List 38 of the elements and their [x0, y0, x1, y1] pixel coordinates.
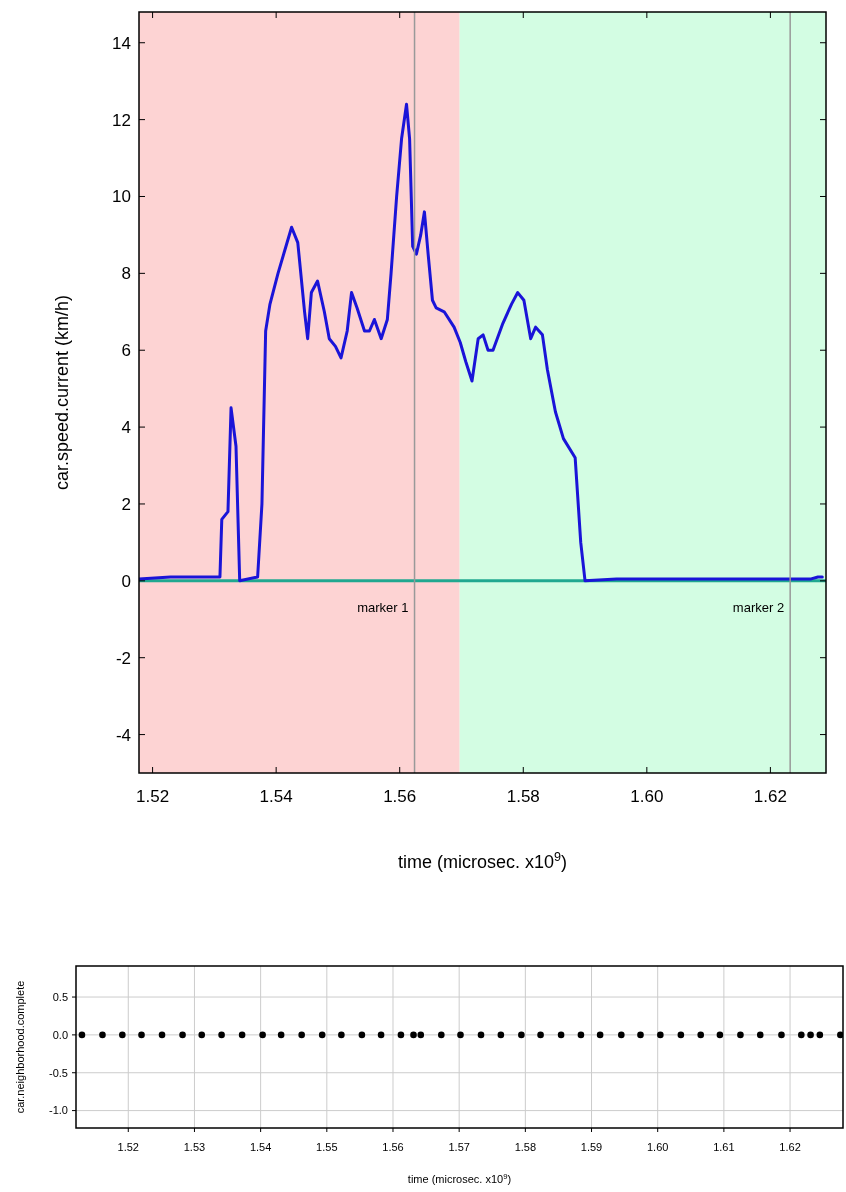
- x-tick-label: 1.61: [713, 1141, 735, 1153]
- x-tick-label: 1.60: [646, 1141, 669, 1153]
- ref-line-label: marker 1: [357, 599, 409, 615]
- x-tick-label: 1.52: [117, 1141, 139, 1153]
- x-tick-label: 1.57: [448, 1141, 470, 1153]
- y-tick-label: 12: [112, 110, 131, 130]
- x-tick-label: 1.58: [514, 1141, 537, 1153]
- y-axis-title: car.neighborhood.complete: [14, 980, 26, 1114]
- y-axis-title: car.speed.current (km/h): [52, 294, 72, 491]
- y-tick-label: 0: [121, 571, 131, 591]
- y-tick-label: 14: [112, 33, 131, 53]
- x-tick-label: 1.59: [580, 1141, 603, 1153]
- x-tick-label: 1.62: [753, 787, 787, 806]
- x-tick-label: 1.62: [779, 1141, 801, 1153]
- x-tick-label: 1.56: [382, 1141, 404, 1153]
- x-tick-label: 1.58: [506, 787, 540, 806]
- y-tick-label: -1.0: [49, 1104, 68, 1117]
- ref-line-label: marker 2: [732, 599, 785, 615]
- x-tick-label: 1.56: [383, 787, 417, 806]
- y-tick-label: 4: [121, 418, 131, 438]
- x-tick-label: 1.60: [630, 787, 664, 806]
- x-tick-label: 1.53: [183, 1141, 206, 1153]
- y-tick-label: 0.5: [52, 990, 68, 1003]
- x-tick-label: 1.55: [316, 1141, 338, 1153]
- x-axis-title: time (microsec. x10$^{9}$): [397, 850, 568, 872]
- y-tick-label: -2: [115, 648, 131, 668]
- x-tick-label: 1.54: [249, 1141, 272, 1153]
- y-tick-label: 10: [112, 187, 131, 207]
- y-tick-label: -0.5: [49, 1066, 68, 1079]
- x-axis-title: time (microsec. x10$^{9}$): [407, 1171, 512, 1185]
- x-tick-label: 1.54: [259, 787, 293, 806]
- y-tick-label: 8: [121, 264, 131, 284]
- y-tick-label: 6: [121, 341, 131, 361]
- y-tick-label: 2: [121, 494, 131, 514]
- y-tick-label: -4: [115, 725, 131, 745]
- y-tick-label: 0.0: [52, 1028, 68, 1041]
- line-series: [139, 102, 824, 583]
- x-tick-label: 1.52: [136, 787, 170, 806]
